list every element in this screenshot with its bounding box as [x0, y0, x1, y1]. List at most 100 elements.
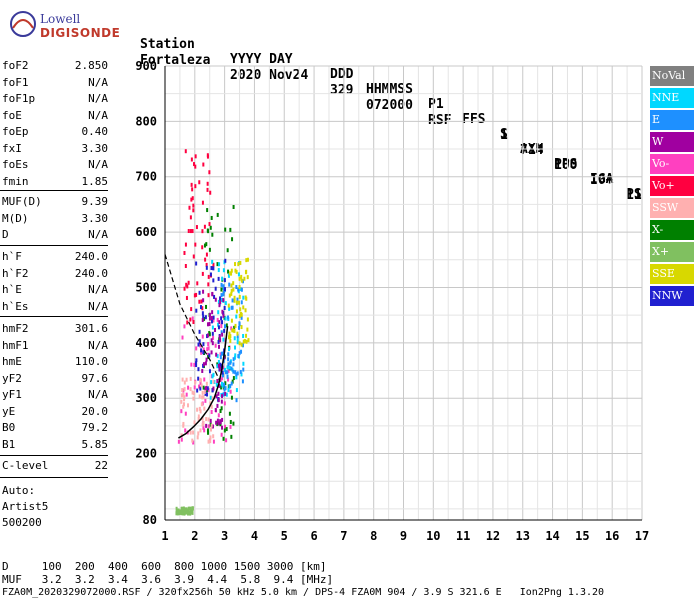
echo-point: [216, 354, 219, 359]
param-name: fxI: [2, 141, 22, 155]
x-tick-label: 2: [191, 529, 198, 543]
echo-point: [226, 248, 229, 253]
echo-point: [198, 384, 201, 389]
echo-point: [212, 379, 215, 384]
echo-point: [243, 276, 246, 281]
header-label: Station: [140, 37, 195, 52]
echo-point: [177, 509, 180, 514]
auto-label: Auto:: [2, 484, 36, 497]
echo-point: [210, 316, 213, 321]
echo-point: [224, 227, 227, 232]
echo-point: [236, 297, 239, 302]
echo-point: [244, 308, 247, 313]
echo-point: [217, 397, 220, 402]
echo-point: [221, 309, 224, 314]
echo-point: [196, 388, 199, 393]
echo-point: [207, 346, 210, 351]
echo-point: [201, 229, 204, 234]
echo-point: [228, 411, 231, 416]
echo-point: [235, 285, 238, 290]
echo-point: [242, 339, 245, 344]
x-tick-label: 5: [281, 529, 288, 543]
echo-point: [208, 170, 211, 175]
echo-point: [190, 182, 193, 187]
echo-point: [198, 299, 201, 304]
param-name: B1: [2, 437, 16, 451]
autoscaling-info: Auto: Artist5 500200: [2, 483, 48, 531]
echo-point: [198, 180, 201, 185]
echo-point: [236, 333, 239, 338]
echo-point: [227, 335, 230, 340]
param-row: hmE 110.0: [0, 354, 112, 371]
echo-point: [225, 438, 228, 443]
param-value: 22: [94, 459, 108, 472]
echo-point: [197, 417, 200, 422]
echo-point: [240, 325, 243, 330]
y-tick-label: 700: [135, 170, 157, 184]
echo-point: [191, 506, 194, 511]
header-label: P1: [428, 97, 444, 112]
echo-point: [188, 510, 191, 515]
echo-point: [224, 370, 227, 375]
echo-point: [221, 373, 224, 378]
param-value: 97.6: [81, 371, 109, 385]
echo-point: [233, 295, 236, 300]
y-tick-label: 300: [135, 391, 157, 405]
echo-point: [237, 325, 240, 330]
echo-point: [191, 390, 194, 395]
echo-point: [190, 362, 193, 367]
echo-point: [220, 406, 223, 411]
echo-point: [212, 439, 215, 444]
echo-point: [198, 394, 201, 399]
echo-point: [218, 334, 221, 339]
echo-point: [201, 245, 204, 250]
echo-point: [202, 162, 205, 167]
param-name: h`F2: [2, 266, 29, 280]
echo-point: [234, 353, 237, 358]
echo-point: [233, 328, 236, 333]
param-row: C-level 22: [0, 458, 112, 475]
param-row: yF1 N/A: [0, 387, 112, 404]
echo-point: [228, 365, 231, 370]
echo-point: [192, 391, 195, 396]
echo-point: [208, 222, 211, 227]
echo-point: [195, 363, 198, 368]
echo-point: [247, 338, 250, 343]
echo-point: [209, 395, 212, 400]
echo-point: [227, 352, 230, 357]
echo-point: [189, 430, 192, 435]
echo-point: [212, 386, 215, 391]
echo-point: [227, 269, 230, 274]
param-name: MUF(D): [2, 195, 42, 208]
echo-point: [223, 278, 226, 283]
echo-point: [191, 229, 194, 234]
echo-point: [242, 361, 245, 366]
param-value: N/A: [88, 228, 108, 241]
echo-point: [221, 425, 224, 430]
echo-point: [225, 323, 228, 328]
header-label: PS: [626, 187, 642, 202]
station-value: Fortaleza: [140, 53, 211, 68]
f2-trace-line: [178, 326, 229, 439]
echo-point: [205, 423, 208, 428]
echo-point: [230, 268, 233, 273]
echo-point: [219, 338, 222, 343]
echo-point: [201, 416, 204, 421]
echo-point: [197, 342, 200, 347]
echo-point: [202, 342, 205, 347]
echo-point: [223, 287, 226, 292]
echo-point: [220, 293, 223, 298]
echo-point: [209, 225, 212, 230]
echo-point: [229, 334, 232, 339]
echo-point: [200, 299, 203, 304]
echo-point: [206, 428, 209, 433]
echo-point: [239, 369, 242, 374]
echo-point: [235, 398, 238, 403]
x-tick-label: 4: [251, 529, 258, 543]
echo-point: [223, 428, 226, 433]
echo-point: [242, 367, 245, 372]
echo-point: [210, 338, 213, 343]
echo-point: [186, 509, 189, 514]
echo-point: [183, 324, 186, 329]
param-name: M(D): [2, 211, 29, 225]
